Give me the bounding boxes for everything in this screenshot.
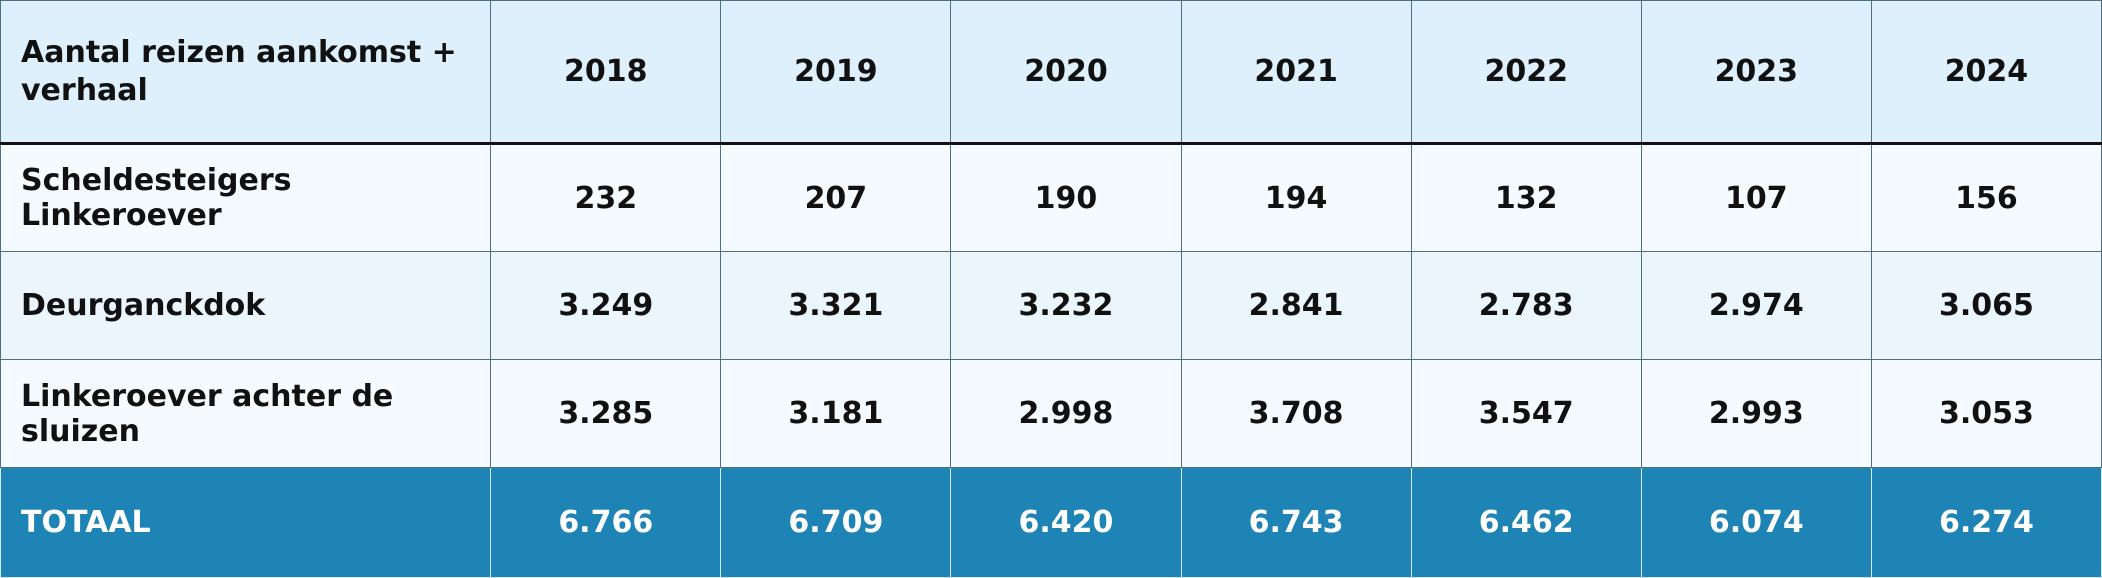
table-cell: 194 — [1180, 143, 1412, 252]
total-cell: 6.074 — [1640, 467, 1872, 578]
header-row: Aantal reizen aankomst + verhaal 2018 20… — [0, 0, 2102, 145]
table-cell: 2.993 — [1640, 359, 1872, 468]
table-cell: 232 — [490, 143, 722, 252]
header-year: 2022 — [1410, 0, 1642, 145]
table-cell: 2.998 — [950, 359, 1182, 468]
header-year: 2019 — [720, 0, 952, 145]
table-cell: 132 — [1410, 143, 1642, 252]
table-cell: 156 — [1870, 143, 2102, 252]
table-cell: 190 — [950, 143, 1182, 252]
table-cell: 2.974 — [1640, 251, 1872, 360]
row-label: Linkeroever achter de sluizen — [0, 359, 492, 468]
row-label: Deurganckdok — [0, 251, 492, 360]
total-cell: 6.709 — [720, 467, 952, 578]
table-row: Deurganckdok 3.249 3.321 3.232 2.841 2.7… — [0, 251, 2102, 360]
table-row: Scheldesteigers Linkeroever 232 207 190 … — [0, 143, 2102, 252]
table-cell: 3.285 — [490, 359, 722, 468]
header-year: 2021 — [1180, 0, 1412, 145]
header-label: Aantal reizen aankomst + verhaal — [0, 0, 492, 145]
table-cell: 107 — [1640, 143, 1872, 252]
total-cell: 6.274 — [1870, 467, 2102, 578]
header-year: 2023 — [1640, 0, 1872, 145]
table-cell: 3.181 — [720, 359, 952, 468]
table-cell: 3.708 — [1180, 359, 1412, 468]
header-year: 2018 — [490, 0, 722, 145]
table-cell: 207 — [720, 143, 952, 252]
table-cell: 2.783 — [1410, 251, 1642, 360]
total-cell: 6.766 — [490, 467, 722, 578]
table-cell: 3.232 — [950, 251, 1182, 360]
total-cell: 6.743 — [1180, 467, 1412, 578]
total-cell: 6.462 — [1410, 467, 1642, 578]
header-year: 2020 — [950, 0, 1182, 145]
row-label: Scheldesteigers Linkeroever — [0, 143, 492, 252]
total-row: TOTAAL 6.766 6.709 6.420 6.743 6.462 6.0… — [0, 467, 2102, 578]
table-cell: 3.547 — [1410, 359, 1642, 468]
table-cell: 2.841 — [1180, 251, 1412, 360]
total-label: TOTAAL — [0, 467, 492, 578]
table-cell: 3.053 — [1870, 359, 2102, 468]
table-cell: 3.249 — [490, 251, 722, 360]
total-cell: 6.420 — [950, 467, 1182, 578]
header-year: 2024 — [1870, 0, 2102, 145]
table-cell: 3.321 — [720, 251, 952, 360]
table-row: Linkeroever achter de sluizen 3.285 3.18… — [0, 359, 2102, 468]
table-cell: 3.065 — [1870, 251, 2102, 360]
